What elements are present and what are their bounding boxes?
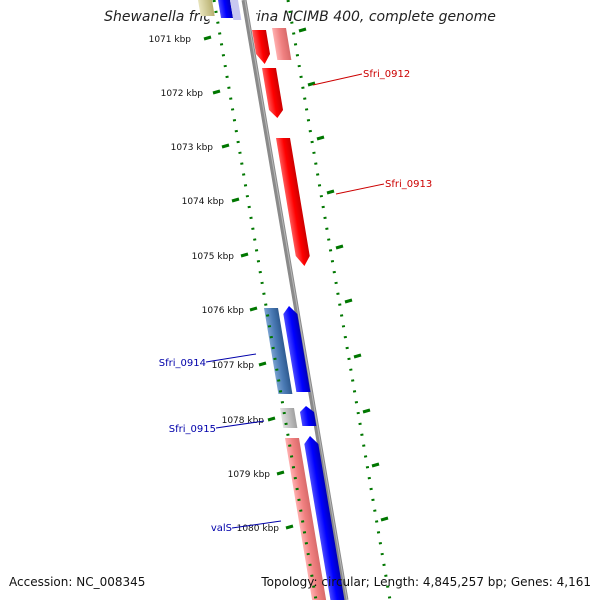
gene-label-vals[interactable]: valS <box>211 523 232 534</box>
scale-label-1078: 1078 kbp <box>222 416 265 426</box>
tick-rail-inner <box>212 0 318 600</box>
scale-label-1079: 1079 kbp <box>228 470 271 480</box>
gene-blue-1079 <box>304 436 346 600</box>
scale-label-1073: 1073 kbp <box>171 143 214 153</box>
leader-sfri-0915 <box>215 420 265 429</box>
gene-pink-top <box>272 28 292 60</box>
track-band <box>206 0 356 600</box>
gene-sfri-0914 <box>264 308 293 394</box>
gene-label-sfri-0914[interactable]: Sfri_0914 <box>159 358 206 369</box>
scale-label-1074: 1074 kbp <box>182 197 225 207</box>
gene-vals <box>285 438 327 600</box>
accession-text: Accession: NC_008345 <box>9 575 146 589</box>
gene-sfri-0912 <box>262 68 284 118</box>
scale-label-1072: 1072 kbp <box>161 89 204 99</box>
partial-gene-olive <box>198 0 215 16</box>
gene-blue-1076 <box>283 306 311 392</box>
gene-sfri-0913 <box>276 138 310 266</box>
leader-sfri-0913 <box>335 183 385 195</box>
scale-label-1071: 1071 kbp <box>149 35 192 45</box>
leader-vals <box>231 520 282 529</box>
partial-gene-lightblue <box>230 0 242 20</box>
gene-blue-1078 <box>300 406 317 426</box>
leader-sfri-0912 <box>312 73 363 86</box>
scale-label-1076: 1076 kbp <box>202 306 245 316</box>
gene-label-sfri-0913[interactable]: Sfri_0913 <box>385 179 432 190</box>
genome-backbone <box>241 0 349 600</box>
gene-label-sfri-0915[interactable]: Sfri_0915 <box>169 424 216 435</box>
scale-label-1080: 1080 kbp <box>237 524 280 534</box>
gene-label-sfri-0912[interactable]: Sfri_0912 <box>363 69 410 80</box>
topology-stats-text: Topology: circular; Length: 4,845,257 bp… <box>261 575 591 589</box>
tick-rail-outer <box>286 0 392 600</box>
gene-sfri-0911-top <box>252 30 271 64</box>
partial-gene-blue <box>218 0 234 18</box>
leader-sfri-0914 <box>205 353 257 363</box>
scale-label-1075: 1075 kbp <box>192 252 235 262</box>
major-ticks <box>203 27 389 530</box>
scale-label-1077: 1077 kbp <box>212 361 255 371</box>
